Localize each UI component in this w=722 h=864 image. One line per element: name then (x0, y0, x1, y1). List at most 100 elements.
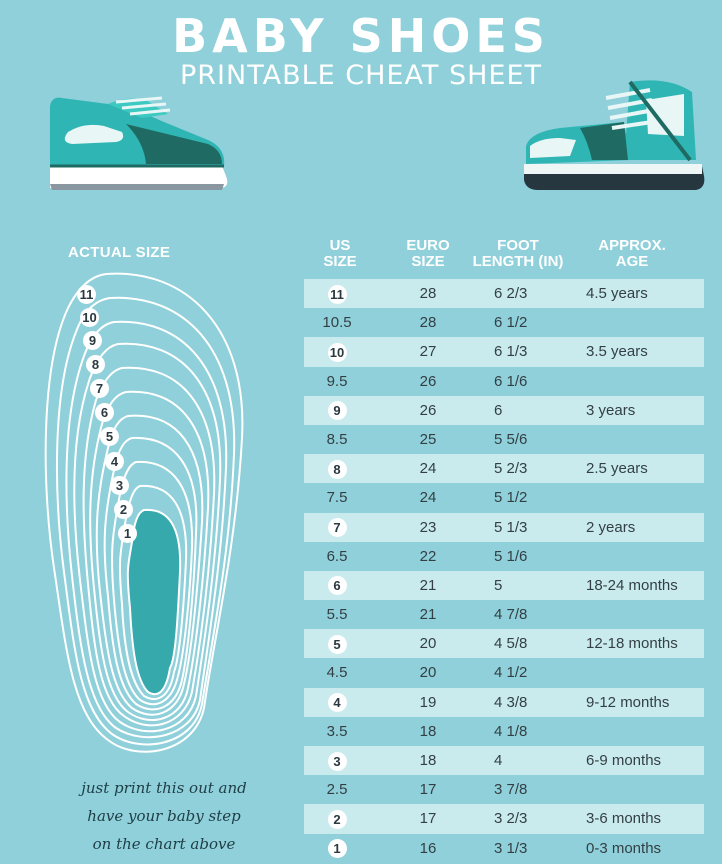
us-size-cell: 4 (327, 693, 347, 713)
us-size-cell: 11 (327, 284, 347, 304)
us-size-cell: 6.5 (326, 547, 348, 565)
foot-length-cell: 5 1/3 (494, 518, 528, 536)
foot-length-cell: 5 2/3 (494, 460, 528, 478)
approx-age-cell (586, 658, 704, 687)
euro-size-cell: 18 (419, 722, 437, 740)
foot-marker-2: 2 (114, 500, 133, 519)
euro-size-cell: 21 (419, 576, 437, 594)
table-row: 10 27 6 1/3 3.5 years (304, 337, 704, 367)
approx-age-cell (586, 367, 704, 396)
us-size-cell: 1 (327, 839, 347, 859)
approx-age-cell (586, 717, 704, 746)
foot-length-cell: 4 (494, 752, 503, 769)
foot-marker-11: 11 (77, 285, 96, 304)
foot-marker-3: 3 (110, 476, 129, 495)
euro-size-cell: 27 (419, 343, 437, 361)
euro-size-cell: 28 (419, 314, 437, 332)
foot-length-cell: 4 7/8 (494, 606, 528, 624)
approx-age-cell (586, 425, 704, 454)
approx-age-cell (586, 308, 704, 337)
us-size-cell: 7 (327, 518, 347, 538)
approx-age-cell: 18-24 months (586, 576, 678, 594)
table-row: 9 26 6 3 years (304, 395, 704, 425)
actual-size-label: ACTUAL SIZE (68, 244, 171, 261)
table-row: 11 28 6 2/3 4.5 years (304, 279, 704, 309)
us-size-cell: 3.5 (326, 722, 348, 740)
foot-marker-5: 5 (100, 427, 119, 446)
euro-size-cell: 24 (419, 460, 437, 478)
table-row: 2 17 3 2/3 3-6 months (304, 804, 704, 834)
foot-length-cell: 6 1/2 (494, 314, 528, 332)
us-size-cell: 3 (327, 751, 347, 771)
us-size-cell: 10 (327, 342, 347, 362)
sneaker-low-icon (50, 96, 228, 190)
approx-age-cell: 6-9 months (586, 752, 662, 769)
us-size-cell: 2.5 (326, 781, 348, 799)
table-row: 4 19 4 3/8 9-12 months (304, 687, 704, 717)
table-row: 2.5 17 3 7/8 (304, 775, 704, 804)
table-row: 6.5 22 5 1/6 (304, 542, 704, 571)
us-size-cell: 9 (327, 401, 347, 421)
foot-length-cell: 4 3/8 (494, 693, 528, 711)
approx-age-cell: 0-3 months (586, 839, 662, 857)
approx-age-cell (586, 600, 704, 629)
page-subtitle: PRINTABLE CHEAT SHEET (180, 60, 542, 91)
foot-length-cell: 5 1/6 (494, 547, 528, 565)
approx-age-cell: 9-12 months (586, 693, 670, 711)
table-row: 1 16 3 1/3 0-3 months (304, 834, 704, 863)
us-size-cell: 6 (327, 576, 347, 596)
approx-age-cell: 12-18 months (586, 635, 678, 653)
us-size-cell: 5.5 (326, 606, 348, 624)
foot-marker-10: 10 (80, 308, 99, 327)
page-title: BABY SHOES (172, 9, 550, 63)
foot-length-cell: 6 2/3 (494, 285, 528, 302)
foot-length-cell: 5 5/6 (494, 430, 528, 448)
approx-age-cell (586, 542, 704, 571)
us-size-cell: 7.5 (326, 489, 348, 507)
approx-age-cell: 4.5 years (586, 285, 648, 302)
table-row: 5 20 4 5/8 12-18 months (304, 629, 704, 659)
euro-size-cell: 20 (419, 635, 437, 653)
us-size-cell: 8 (327, 459, 347, 479)
column-header-foot-length: FOOT LENGTH (IN) (472, 237, 564, 270)
approx-age-cell (586, 775, 704, 804)
us-size-cell: 5 (327, 634, 347, 654)
euro-size-cell: 20 (419, 664, 437, 682)
foot-marker-1: 1 (118, 524, 137, 543)
table-row: 5.5 21 4 7/8 (304, 600, 704, 629)
table-row: 3.5 18 4 1/8 (304, 717, 704, 746)
us-size-cell: 2 (327, 809, 347, 829)
table-row: 3 18 4 6-9 months (304, 746, 704, 776)
foot-length-cell: 6 (494, 401, 503, 419)
table-row: 8.5 25 5 5/6 (304, 425, 704, 454)
print-instructions: just print this out and have your baby s… (44, 774, 284, 858)
euro-size-cell: 23 (419, 518, 437, 536)
column-header-approx-age: APPROX. AGE (598, 237, 666, 270)
table-row: 9.5 26 6 1/6 (304, 367, 704, 396)
foot-marker-6: 6 (95, 403, 114, 422)
euro-size-cell: 18 (419, 752, 437, 769)
foot-marker-4: 4 (105, 452, 124, 471)
foot-length-cell: 3 1/3 (494, 839, 528, 857)
euro-size-cell: 17 (419, 810, 437, 828)
euro-size-cell: 25 (419, 430, 437, 448)
euro-size-cell: 22 (419, 547, 437, 565)
table-row: 7 23 5 1/3 2 years (304, 512, 704, 542)
euro-size-cell: 17 (419, 781, 437, 799)
sneaker-high-icon (524, 80, 705, 190)
foot-length-cell: 3 7/8 (494, 781, 528, 799)
column-header-us-size: US SIZE (323, 237, 357, 270)
size-table: 11 28 6 2/3 4.5 years 10.5 28 6 1/2 10 2… (304, 279, 704, 863)
us-size-cell: 4.5 (326, 664, 348, 682)
us-size-cell: 9.5 (326, 372, 348, 390)
instruction-line: on the chart above (92, 835, 236, 853)
foot-length-cell: 4 1/2 (494, 664, 528, 682)
instruction-line: have your baby step (87, 807, 241, 825)
foot-length-cell: 4 1/8 (494, 722, 528, 740)
foot-length-cell: 5 (494, 576, 503, 594)
euro-size-cell: 16 (419, 839, 437, 857)
table-row: 10.5 28 6 1/2 (304, 308, 704, 337)
foot-marker-9: 9 (83, 331, 102, 350)
approx-age-cell (586, 483, 704, 512)
foot-length-cell: 6 1/3 (494, 343, 528, 361)
